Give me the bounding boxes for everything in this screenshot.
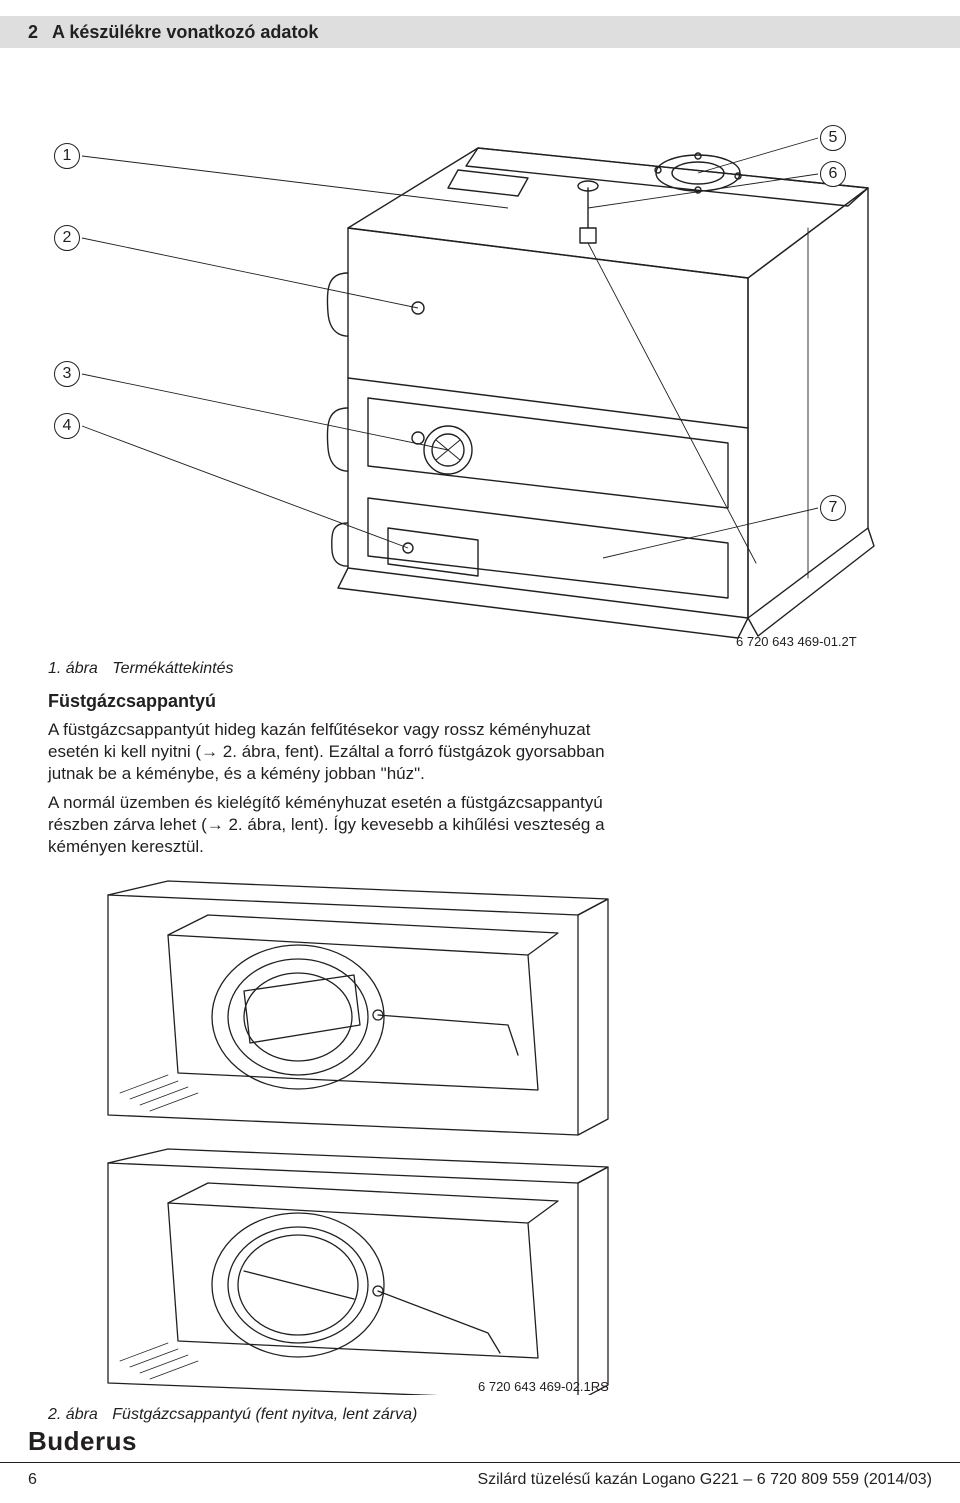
- page: 2 A készülékre vonatkozó adatok: [0, 0, 960, 1503]
- figure-1-caption-num: 1. ábra: [48, 660, 108, 677]
- figure-1-caption: 1. ábra Termékáttekintés: [48, 660, 234, 678]
- callout-6: 6: [820, 161, 846, 187]
- figure-2: 6 720 643 469-02.1RS: [48, 875, 638, 1395]
- section-title: A készülékre vonatkozó adatok: [52, 22, 318, 43]
- figure-1: 1 2 3 4 5 6 7 6 720 643 469-01.2T: [48, 78, 930, 648]
- figure-2-caption-num: 2. ábra: [48, 1406, 108, 1423]
- body-block: Füstgázcsappantyú A füstgázcsappantyút h…: [48, 690, 608, 858]
- page-number: 6: [28, 1471, 37, 1489]
- callout-3: 3: [54, 361, 80, 387]
- figure-2-caption: 2. ábra Füstgázcsappantyú (fent nyitva, …: [48, 1406, 417, 1424]
- product-overview-diagram: [48, 78, 930, 648]
- damper-diagram: [48, 875, 638, 1395]
- figure-2-code: 6 720 643 469-02.1RS: [478, 1379, 609, 1394]
- paragraph-1: A füstgázcsappantyút hideg kazán felfűté…: [48, 719, 608, 784]
- callout-7: 7: [820, 495, 846, 521]
- figure-1-caption-text: Termékáttekintés: [112, 660, 233, 677]
- section-number: 2: [0, 22, 52, 43]
- subheading: Füstgázcsappantyú: [48, 690, 608, 713]
- section-header: 2 A készülékre vonatkozó adatok: [0, 16, 960, 48]
- paragraph-2: A normál üzemben és kielégítő kéményhuza…: [48, 792, 608, 857]
- figure-2-caption-text: Füstgázcsappantyú (fent nyitva, lent zár…: [112, 1406, 417, 1423]
- footer-doc-line: Szilárd tüzelésű kazán Logano G221 – 6 7…: [477, 1471, 932, 1489]
- callout-1: 1: [54, 143, 80, 169]
- callout-2: 2: [54, 225, 80, 251]
- figure-1-code: 6 720 643 469-01.2T: [736, 634, 857, 649]
- footer-rule: [0, 1462, 960, 1463]
- brand-logo: Buderus: [28, 1426, 137, 1457]
- callout-5: 5: [820, 125, 846, 151]
- callout-4: 4: [54, 413, 80, 439]
